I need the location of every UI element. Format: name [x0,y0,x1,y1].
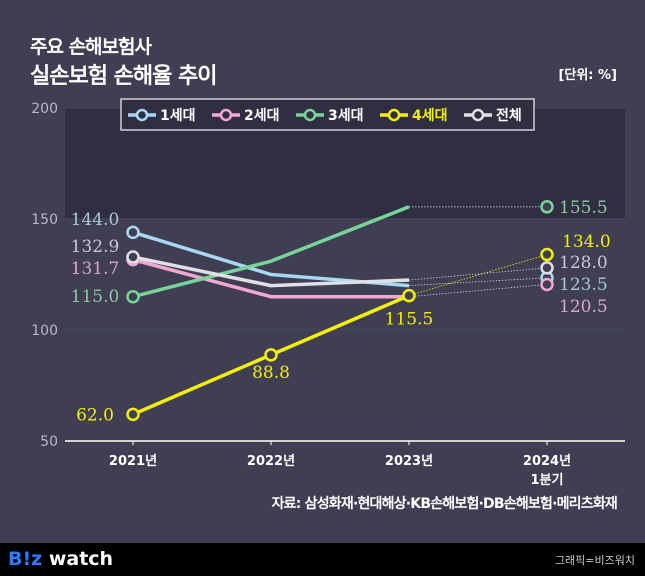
data-label: 120.5 [559,297,608,317]
data-point [126,289,140,304]
legend-label: 전체 [496,107,522,124]
x-tick-label: 2023년 [385,454,433,469]
data-label: 155.5 [559,198,608,218]
y-tick-label: 100 [31,323,58,339]
legend-label: 3세대 [328,108,364,124]
source-note: 자료: 삼성화재·현대해상·KB손해보험·DB손해보험·메리츠화재 [271,496,618,512]
projection-line [408,284,548,298]
data-label: 123.5 [559,275,608,295]
x-tick-label: 1분기 [531,473,564,488]
legend-marker [219,108,233,122]
data-point [126,225,140,240]
y-tick-label: 50 [40,434,58,450]
y-tick-label: 150 [31,212,58,228]
data-label: 128.0 [559,253,608,273]
data-point [402,288,416,303]
chart-title: 실손보험 손해율 추이 [30,64,217,89]
data-point [540,277,554,292]
projection-line [408,254,548,296]
graphic-credit: 그래픽=비즈워치 [554,554,635,567]
data-label: 115.0 [71,287,120,307]
data-point [540,200,554,214]
unit-label: [단위: %] [558,68,617,83]
data-point [540,261,554,275]
data-label: 132.9 [71,237,120,257]
data-point [126,250,140,264]
data-label: 88.8 [252,363,290,383]
data-label: 144.0 [71,210,120,230]
series-line [132,230,410,288]
chart-subtitle: 주요 손해보험사 [30,36,152,58]
series-line [132,257,409,299]
legend-marker [303,108,317,122]
x-tick-label: 2024년 [523,454,571,469]
data-point [126,407,140,422]
legend-marker [471,108,485,122]
data-label: 131.7 [71,259,120,279]
projection-line [408,267,548,281]
data-label: 62.0 [76,405,114,425]
x-tick-label: 2021년 [109,454,157,469]
legend-marker [135,108,149,122]
data-label: 134.0 [562,232,611,252]
data-label: 115.5 [385,310,434,330]
series-line [132,205,410,299]
x-tick-label: 2022년 [247,454,295,469]
data-point [540,247,554,262]
legend-marker [387,108,401,122]
data-point [264,348,278,362]
footer-bar: B!z watch 그래픽=비즈워치 [0,543,645,576]
y-tick-label: 200 [31,101,58,117]
series-line [132,255,410,288]
legend-label: 2세대 [244,108,280,124]
legend-label: 1세대 [160,108,196,124]
bizwatch-logo: B!z watch [8,548,114,570]
legend-label: 4세대 [412,108,448,124]
projection-line [408,277,548,286]
